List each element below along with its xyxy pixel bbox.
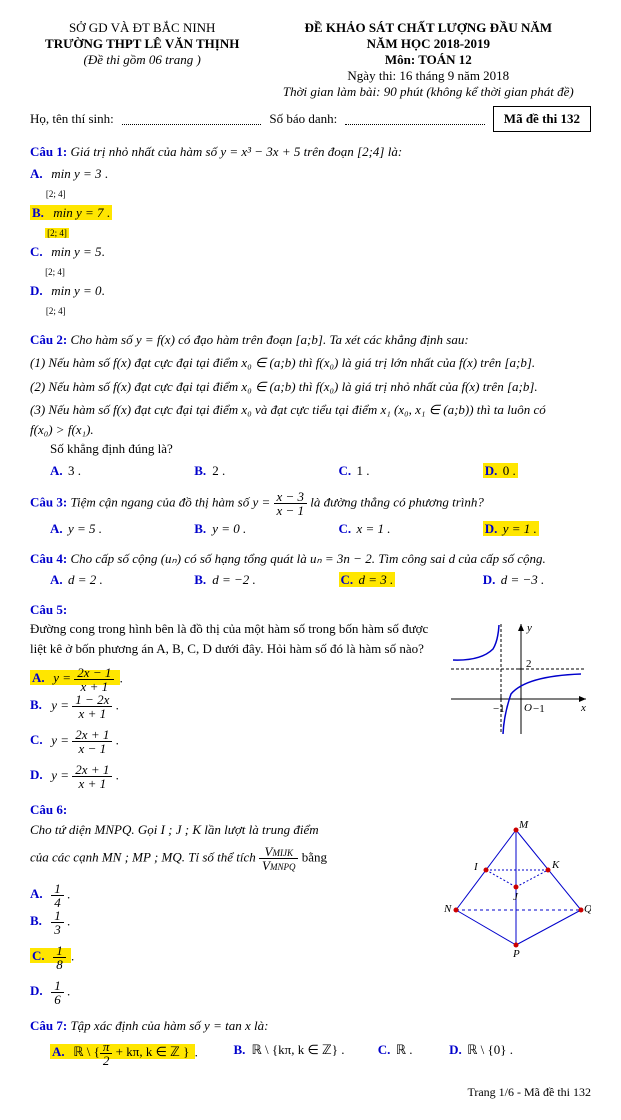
q1-opt-c: C. min y = 5. C. [2; 4]	[30, 242, 311, 281]
q7-label: Câu 7:	[30, 1018, 67, 1033]
q5-opt-d: D. y = 2x + 1x + 1 .	[30, 763, 232, 790]
q3-label: Câu 3:	[30, 494, 67, 509]
page-footer: Trang 1/6 - Mã đề thi 132	[30, 1085, 591, 1100]
q4-label: Câu 4:	[30, 551, 67, 566]
question-2: Câu 2: Cho hàm số y = f(x) có đạo hàm tr…	[30, 330, 591, 481]
svg-text:Q: Q	[584, 903, 591, 915]
q5-opt-a: A. y = 2x − 1x + 1 .	[30, 666, 232, 693]
q2-intro: Cho hàm số y = f(x) có đạo hàm trên đoạn…	[70, 332, 468, 347]
svg-text:J: J	[513, 891, 519, 903]
org-line1: SỞ GD VÀ ĐT BẮC NINH	[30, 20, 254, 36]
name-field-line	[122, 114, 262, 125]
page-count: (Đề thi gồm 06 trang )	[30, 52, 254, 68]
header-right: ĐỀ KHẢO SÁT CHẤT LƯỢNG ĐẦU NĂM NĂM HỌC 2…	[266, 20, 591, 100]
q1-opt-a: A. min y = 3 . A. [2; 4]	[30, 164, 311, 203]
school-name: TRƯỜNG THPT LÊ VĂN THỊNH	[30, 36, 254, 52]
svg-text:−1: −1	[533, 703, 545, 715]
svg-text:x: x	[580, 702, 586, 714]
q6-opt-b: B. 13 .	[30, 909, 232, 936]
page-header: SỞ GD VÀ ĐT BẮC NINH TRƯỜNG THPT LÊ VĂN …	[30, 20, 591, 100]
svg-text:I: I	[473, 861, 479, 873]
q5-chart: x y O −1 2 −1	[441, 619, 591, 739]
id-label: Số báo danh:	[269, 111, 337, 127]
q1-opt-b: B. min y = 7 . B. [2; 4]	[30, 203, 311, 242]
q1-label: Câu 1:	[30, 144, 67, 159]
signin-row: Họ, tên thí sinh: Số báo danh: Mã đề thi…	[30, 106, 591, 132]
q6-opt-a: A. 14 .	[30, 882, 232, 909]
exam-duration: Thời gian làm bài: 90 phút (không kể thờ…	[266, 84, 591, 100]
q2-ask: Số khẳng định đúng là?	[50, 439, 591, 459]
svg-text:N: N	[443, 903, 452, 915]
svg-text:2: 2	[526, 658, 532, 670]
q3-text-after: là đường thẳng có phương trình?	[310, 494, 484, 509]
svg-text:O: O	[524, 702, 532, 714]
q2-s1: (1) Nếu hàm số f(x) đạt cực đại tại điểm…	[30, 353, 591, 373]
svg-text:y: y	[526, 622, 532, 634]
q7-opt-b: B.ℝ \ {kπ, k ∈ ℤ} .	[234, 1040, 374, 1067]
q3-text-before: Tiệm cận ngang của đồ thị hàm số y =	[70, 494, 270, 509]
q6-opt-c: C. 18 .	[30, 944, 232, 971]
q3-opt-b: B.y = 0 .	[194, 519, 334, 539]
question-1: Câu 1: Giá trị nhỏ nhất của hàm số y = x…	[30, 142, 591, 320]
q2-s3b: f(x₀) > f(x₁).	[30, 420, 591, 440]
svg-text:−1: −1	[493, 703, 505, 715]
q5-opt-b: B. y = 1 − 2xx + 1 .	[30, 693, 232, 720]
q1-opt-d: D. min y = 0. D. [2; 4]	[30, 281, 311, 320]
q4-opt-a: A.d = 2 .	[50, 570, 190, 590]
q6-text1: Cho tứ diện MNPQ. Gọi I ; J ; K lần lượt…	[30, 820, 433, 840]
q6-text2-line: của các cạnh MN ; MP ; MQ. Tỉ số thể tíc…	[30, 845, 433, 872]
q5-label: Câu 5:	[30, 600, 591, 620]
svg-text:K: K	[551, 859, 560, 871]
svg-text:P: P	[512, 948, 520, 960]
question-3: Câu 3: Tiệm cận ngang của đồ thị hàm số …	[30, 490, 591, 539]
q2-label: Câu 2:	[30, 332, 67, 347]
exam-date: Ngày thi: 16 tháng 9 năm 2018	[266, 68, 591, 84]
q7-opt-c: C.ℝ .	[378, 1040, 445, 1067]
exam-code: Mã đề thi 132	[493, 106, 591, 132]
q7-opt-a: A. ℝ \ {π2 + kπ, k ∈ ℤ } .	[50, 1040, 230, 1067]
q5-text: Đường cong trong hình bên là đồ thị của …	[30, 619, 433, 658]
q2-opt-a: A.3 .	[50, 461, 190, 481]
q7-opt-d: D.ℝ \ {0} .	[449, 1040, 513, 1067]
q5-opt-c: C. y = 2x + 1x − 1 .	[30, 728, 232, 755]
q4-opt-c: C.d = 3 .	[339, 570, 479, 590]
name-label: Họ, tên thí sinh:	[30, 111, 114, 127]
q1-text: Giá trị nhỏ nhất của hàm số y = x³ − 3x …	[70, 144, 402, 159]
q2-opt-b: B.2 .	[194, 461, 334, 481]
q2-opt-c: C.1 .	[339, 461, 479, 481]
q2-s2: (2) Nếu hàm số f(x) đạt cực đại tại điểm…	[30, 377, 591, 397]
question-7: Câu 7: Tập xác định của hàm số y = tan x…	[30, 1016, 591, 1067]
q2-s3: (3) Nếu hàm số f(x) đạt cực đại tại điểm…	[30, 400, 591, 420]
q4-opt-b: B.d = −2 .	[194, 570, 334, 590]
q7-text: Tập xác định của hàm số y = tan x là:	[70, 1018, 268, 1033]
svg-text:M: M	[518, 820, 529, 831]
title-line2: NĂM HỌC 2018-2019	[266, 36, 591, 52]
q6-label: Câu 6:	[30, 800, 591, 820]
title-line1: ĐỀ KHẢO SÁT CHẤT LƯỢNG ĐẦU NĂM	[266, 20, 591, 36]
q3-opt-d: D.y = 1 .	[483, 519, 539, 539]
q4-text: Cho cấp số cộng (uₙ) có số hạng tổng quá…	[70, 551, 545, 566]
q6-diagram: M N P Q I J K	[441, 820, 591, 960]
question-5: Câu 5: Đường cong trong hình bên là đồ t…	[30, 600, 591, 791]
q2-opt-d: D.0 .	[483, 461, 518, 481]
q3-frac: x − 3 x − 1	[274, 490, 308, 517]
q4-opt-d: D.d = −3 .	[483, 570, 545, 590]
header-left: SỞ GD VÀ ĐT BẮC NINH TRƯỜNG THPT LÊ VĂN …	[30, 20, 254, 100]
q3-opt-a: A.y = 5 .	[50, 519, 190, 539]
question-6: Câu 6: Cho tứ diện MNPQ. Gọi I ; J ; K l…	[30, 800, 591, 1006]
subject: Môn: TOÁN 12	[266, 52, 591, 68]
question-4: Câu 4: Cho cấp số cộng (uₙ) có số hạng t…	[30, 549, 591, 590]
q3-opt-c: C.x = 1 .	[339, 519, 479, 539]
q6-opt-d: D. 16 .	[30, 979, 232, 1006]
id-field-line	[345, 114, 485, 125]
